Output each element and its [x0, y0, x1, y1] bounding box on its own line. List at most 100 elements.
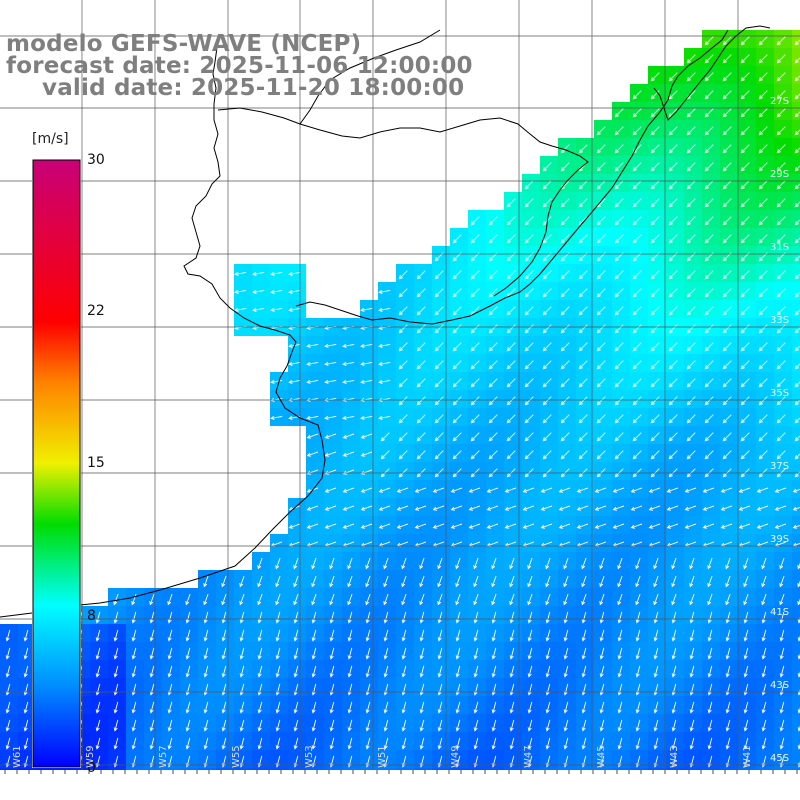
- wind-arrow: [702, 505, 715, 511]
- wind-arrow: [797, 706, 800, 714]
- wind-arrow: [704, 144, 714, 154]
- wind-arrow: [578, 342, 588, 352]
- wind-arrow: [599, 593, 605, 606]
- wind-arrow: [275, 737, 281, 750]
- wind-arrow: [252, 289, 265, 294]
- wind-arrow: [686, 342, 696, 352]
- wind-arrow: [455, 647, 461, 660]
- wind-arrow: [540, 487, 553, 493]
- wind-arrow: [383, 611, 389, 624]
- wind-arrow: [524, 342, 534, 352]
- wind-arrow: [632, 270, 642, 280]
- wind-arrow: [630, 487, 643, 493]
- wind-arrow: [419, 719, 425, 732]
- wind-arrow: [167, 593, 173, 606]
- wind-arrow: [776, 54, 786, 64]
- wind-arrow: [776, 162, 786, 172]
- wind-arrow: [270, 379, 283, 384]
- colorbar-tick-0: 0: [87, 760, 96, 776]
- wind-arrow: [437, 575, 443, 588]
- wind-arrow: [738, 487, 751, 493]
- wind-arrow: [632, 360, 642, 370]
- wind-arrow: [419, 701, 425, 714]
- wind-arrow: [614, 342, 624, 352]
- wind-arrow: [342, 379, 355, 384]
- colorbar-tick-30: 30: [87, 152, 105, 168]
- wind-arrow: [774, 523, 787, 529]
- wind-arrow: [324, 505, 337, 511]
- wind-arrow: [473, 665, 479, 678]
- wind-arrow: [666, 523, 679, 529]
- wind-arrow: [509, 701, 515, 714]
- wind-arrow: [632, 216, 642, 226]
- wind-arrow: [324, 361, 337, 366]
- wind-arrow: [275, 557, 281, 570]
- wind-arrow: [221, 665, 227, 678]
- wind-arrow: [545, 737, 551, 750]
- wind-arrow: [653, 557, 659, 570]
- wind-arrow: [234, 307, 247, 312]
- wind-arrow: [576, 487, 589, 493]
- wind-arrow: [596, 432, 606, 442]
- wind-arrow: [689, 575, 695, 588]
- wind-arrow: [671, 575, 677, 588]
- wind-arrow: [452, 396, 462, 406]
- wind-arrow: [581, 557, 587, 570]
- wind-arrow: [257, 719, 263, 732]
- wind-arrow: [506, 270, 516, 280]
- wind-arrow: [558, 487, 571, 493]
- wind-arrow: [527, 629, 533, 642]
- wind-arrow: [599, 701, 605, 714]
- wind-arrow: [324, 487, 337, 493]
- wind-arrow: [668, 324, 678, 334]
- wind-arrow: [491, 719, 497, 732]
- field-cell: [792, 300, 800, 318]
- wind-arrow: [686, 72, 696, 82]
- wind-arrow: [653, 719, 659, 732]
- wind-arrow: [468, 523, 481, 529]
- wind-arrow: [401, 719, 407, 732]
- wind-arrow: [740, 216, 750, 226]
- wind-arrow: [578, 198, 588, 208]
- wind-arrow: [185, 719, 191, 732]
- field-cell: [792, 408, 800, 426]
- wind-arrow: [648, 523, 661, 529]
- wind-arrow: [419, 557, 425, 570]
- wind-arrow: [689, 719, 695, 732]
- wind-arrow: [416, 432, 426, 442]
- wind-arrow: [131, 737, 137, 750]
- wind-arrow: [545, 557, 551, 570]
- wind-arrow: [545, 719, 551, 732]
- wind-arrow: [668, 306, 678, 316]
- wind-arrow: [398, 288, 408, 298]
- wind-arrow: [797, 562, 800, 570]
- field-cell: [792, 624, 800, 642]
- wind-arrow: [794, 39, 800, 46]
- wind-arrow: [239, 737, 245, 750]
- wind-arrow: [185, 593, 191, 606]
- latitude-label: 33S: [770, 315, 790, 326]
- wind-arrow: [653, 737, 659, 750]
- wind-arrow: [149, 665, 155, 678]
- wind-arrow: [203, 719, 209, 732]
- wind-arrow: [794, 219, 800, 226]
- wind-arrow: [401, 557, 407, 570]
- wind-arrow: [560, 432, 570, 442]
- wind-arrow: [671, 611, 677, 624]
- wind-arrow: [596, 288, 606, 298]
- wind-arrow: [740, 450, 750, 460]
- wind-arrow: [686, 180, 696, 190]
- wind-arrow: [756, 523, 769, 529]
- wind-arrow: [776, 144, 786, 154]
- wind-arrow: [293, 557, 299, 570]
- wind-arrow: [203, 575, 209, 588]
- wind-arrow: [383, 629, 389, 642]
- wind-arrow: [239, 593, 245, 606]
- wind-arrow: [524, 360, 534, 370]
- wind-arrow: [524, 270, 534, 280]
- wind-arrow: [473, 683, 479, 696]
- wind-arrow: [560, 450, 570, 460]
- wind-arrow: [470, 378, 480, 388]
- wind-arrow: [576, 505, 589, 511]
- wind-arrow: [722, 288, 732, 298]
